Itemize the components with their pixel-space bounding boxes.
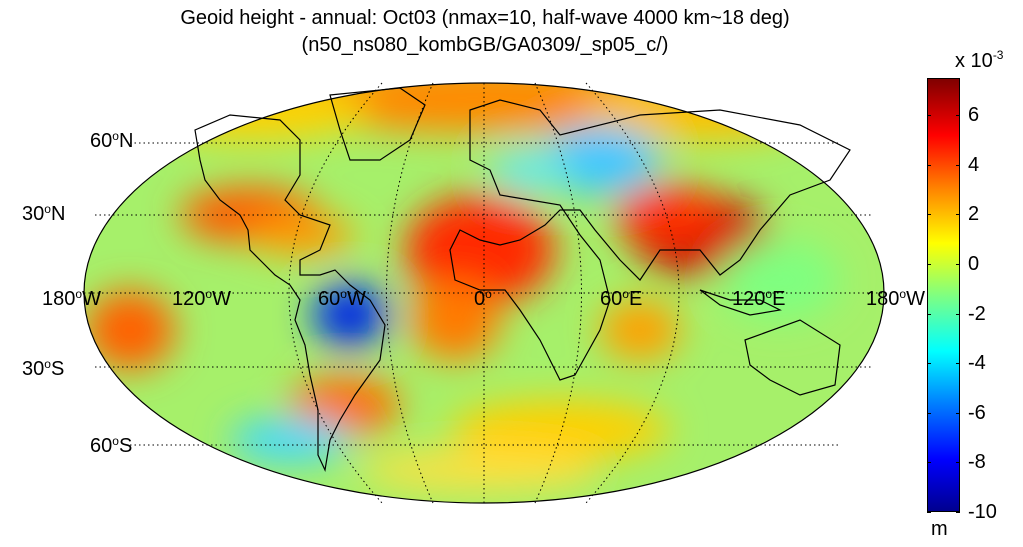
map-title: Geoid height - annual: Oct03 (nmax=10, h… <box>180 7 790 29</box>
colorbar-tick-label: 0 <box>968 253 980 275</box>
colorbar-tick-label: 6 <box>968 104 980 127</box>
lon-label-180w-right: 180oW <box>866 287 925 310</box>
colorbar-tick-label: -6 <box>968 401 986 424</box>
lat-label-60s: 60oS <box>90 434 133 457</box>
lon-label-120w: 120oW <box>172 287 231 310</box>
lon-label-60w: 60oW <box>318 287 366 310</box>
meridian-60e <box>534 82 582 504</box>
lon-label-120e: 120oE <box>732 287 786 310</box>
lon-label-60e: 60oE <box>600 287 643 310</box>
colorbar-tick-label: 2 <box>968 203 980 226</box>
map-subtitle: (n50_ns080_kombGB/GA0309/_sp05_c/) <box>301 34 669 56</box>
lon-label-0: 0o <box>474 287 492 310</box>
map-frame <box>83 82 885 504</box>
colorbar-tick-label: -8 <box>968 451 986 474</box>
lat-label-30s: 30oS <box>22 357 65 380</box>
graticule <box>84 82 884 504</box>
colorbar <box>927 78 960 512</box>
geoid-field <box>84 83 884 503</box>
lat-label-60n: 60oN <box>90 129 134 152</box>
lat-label-30n: 30oN <box>22 202 66 225</box>
lon-label-180w: 180oW <box>42 287 101 310</box>
colorbar-tick-label: -10 <box>968 501 997 523</box>
colorbar-tick-label: -2 <box>968 302 986 325</box>
colorbar-exponent: x 10-3 <box>955 48 1004 72</box>
colorbar-tick-label: -4 <box>968 352 986 375</box>
colorbar-unit: m <box>931 518 948 540</box>
meridian-60w <box>386 82 434 504</box>
meridian-120w <box>288 82 383 504</box>
colorbar-tick-label: 4 <box>968 153 980 176</box>
meridian-120e <box>585 82 680 504</box>
